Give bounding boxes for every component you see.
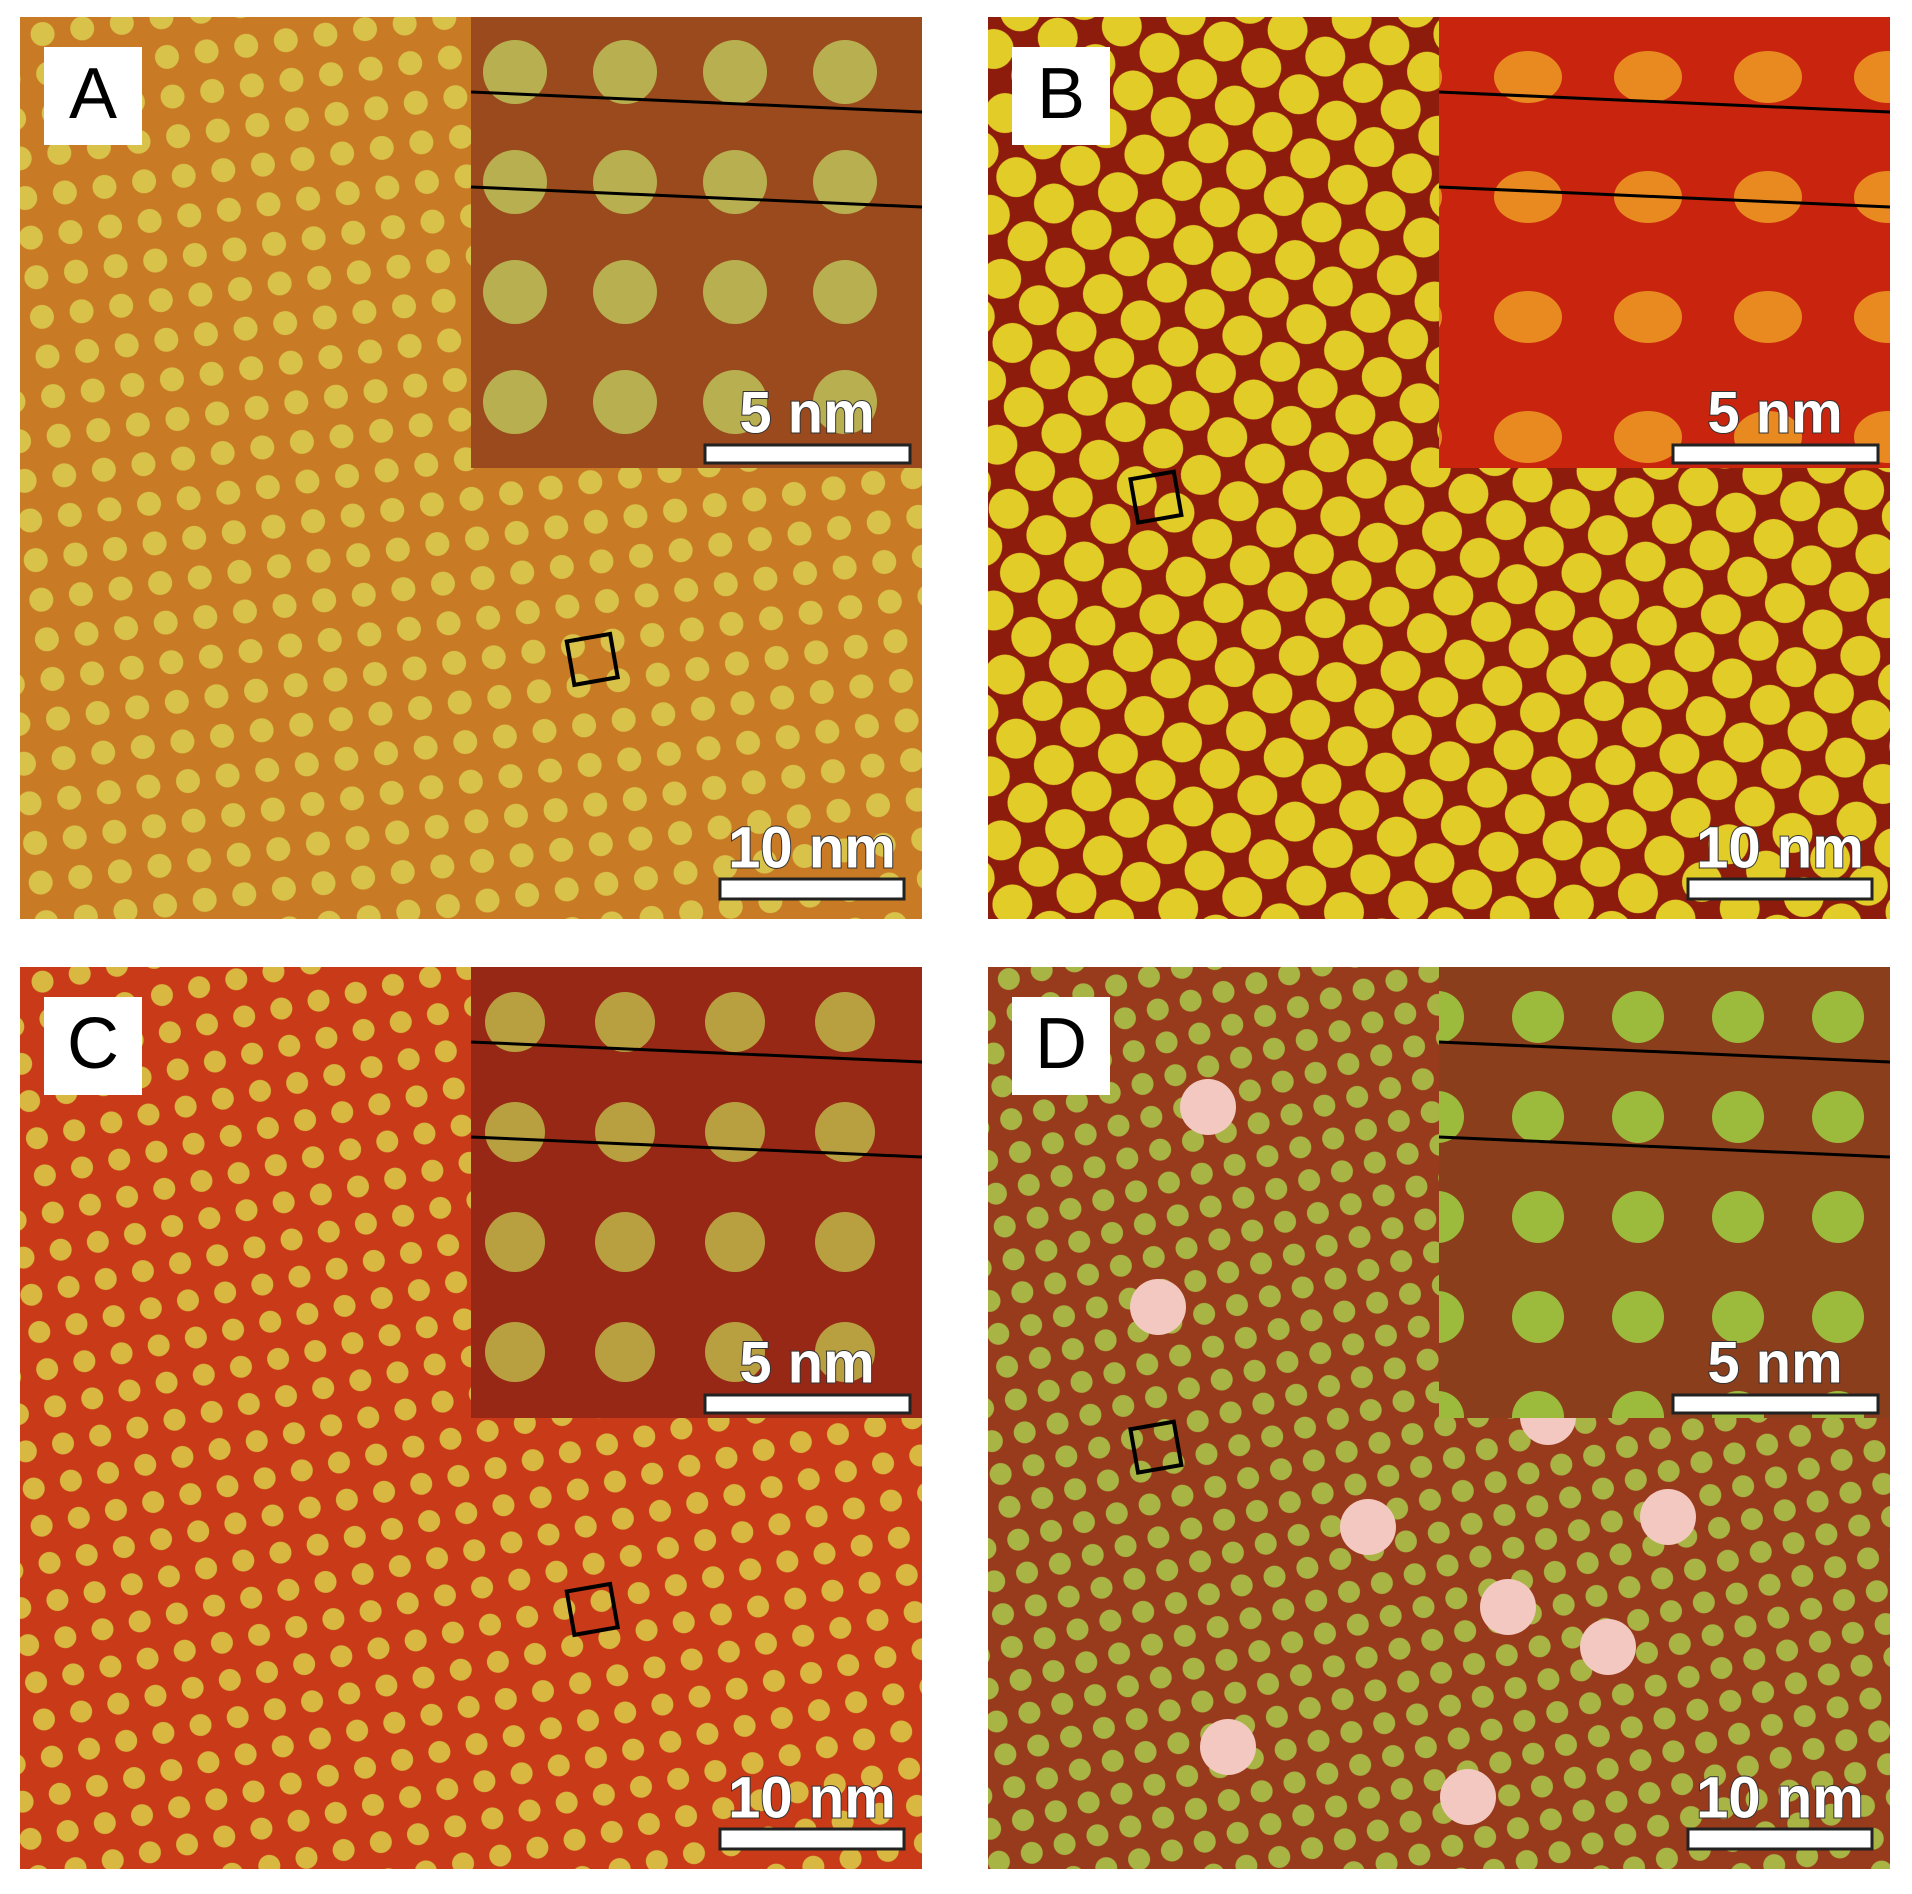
bright-spot [1580, 1619, 1636, 1675]
profile-line [470, 1040, 923, 1064]
inset-image [471, 967, 922, 1418]
label-box [1012, 997, 1110, 1095]
profile-line [470, 185, 923, 209]
inset-scale-label: 5 nm [739, 380, 874, 445]
bright-spot [1340, 1499, 1396, 1555]
main-scale-label: 10 nm [728, 1765, 896, 1830]
main-scale-bar [718, 877, 906, 901]
main-scale-label: 10 nm [1696, 815, 1864, 880]
inset-scale-label: 5 nm [739, 1330, 874, 1395]
profile-line [470, 90, 923, 114]
unit-cell [564, 1581, 621, 1638]
panel: B 5 nm 10 nm [988, 17, 1891, 919]
label-box [44, 47, 142, 145]
panel-label: C [67, 1004, 119, 1084]
panel-label: D [1035, 1004, 1087, 1084]
unit-cell [564, 631, 621, 688]
panel: A 5 nm 10 nm [20, 17, 923, 919]
inset-scale-bar [703, 443, 912, 465]
bright-spot [1200, 1719, 1256, 1775]
inset-scale-bar [1671, 443, 1880, 465]
inset-scale-label: 5 nm [1707, 380, 1842, 445]
panel-label: A [69, 54, 117, 134]
main-scale-bar [1686, 1827, 1874, 1851]
profile-line [470, 1135, 923, 1159]
bright-spot [1440, 1769, 1496, 1825]
panel: C 5 nm 10 nm [20, 967, 923, 1869]
inset-scale-label: 5 nm [1707, 1330, 1842, 1395]
inset-scale-bar [1671, 1393, 1880, 1415]
bright-spot [1480, 1579, 1536, 1635]
profile-line [1438, 1135, 1891, 1159]
panels: A 5 nm 10 nm B 5 nm 10 nm C 5 nm 10 nm D 5 nm 10 nm [20, 17, 1891, 1869]
inset-image [1439, 967, 1890, 1418]
main-scale-bar [1686, 877, 1874, 901]
main-scale-label: 10 nm [728, 815, 896, 880]
inset-image [471, 17, 922, 468]
inset-image [1439, 17, 1890, 468]
panel: D 5 nm 10 nm [988, 967, 1891, 1869]
label-box [1012, 47, 1110, 145]
panel-label: B [1037, 54, 1085, 134]
label-box [44, 997, 142, 1095]
bright-spot [1640, 1489, 1696, 1545]
unit-cell [1128, 469, 1184, 525]
inset-scale-bar [703, 1393, 912, 1415]
profile-line [1438, 90, 1891, 114]
main-scale-label: 10 nm [1696, 1765, 1864, 1830]
profile-line [1438, 1040, 1891, 1064]
bright-spot [1130, 1279, 1186, 1335]
unit-cell [1128, 1419, 1184, 1475]
profile-line [1438, 185, 1891, 209]
bright-spot [1180, 1079, 1236, 1135]
main-scale-bar [718, 1827, 906, 1851]
